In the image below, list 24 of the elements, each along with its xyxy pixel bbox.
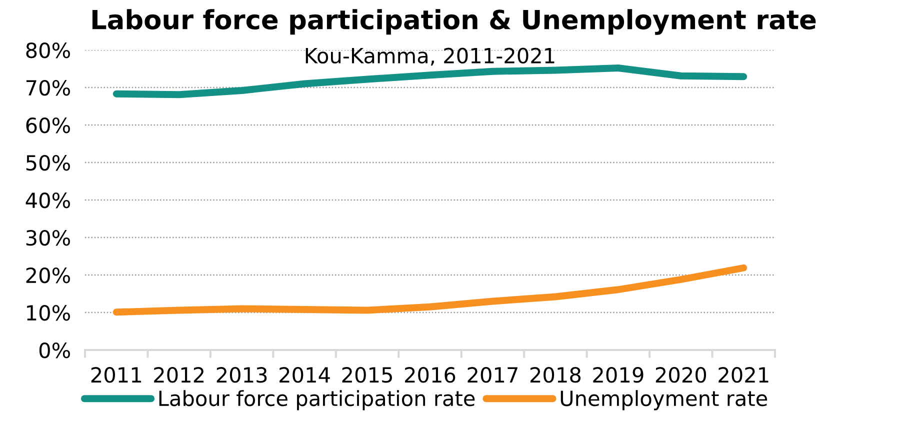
- x-tick-label: 2011: [91, 367, 141, 383]
- legend-label: Unemployment rate: [560, 390, 768, 410]
- chart-subtitle: Kou-Kamma, 2011-2021: [306, 48, 554, 66]
- x-tick-label: 2017: [468, 367, 518, 383]
- x-tick-label: 2019: [593, 367, 644, 383]
- x-tick-label: 2013: [216, 367, 267, 383]
- x-tick-label: 2021: [718, 367, 768, 383]
- y-tick-label: 80%: [26, 42, 70, 58]
- x-tick-label: 2015: [342, 367, 392, 383]
- y-tick-label: 30%: [26, 230, 70, 246]
- chart-title: Labour force participation & Unemployment rate: [92, 9, 816, 35]
- x-tick-label: 2014: [280, 367, 330, 383]
- y-tick-label: 60%: [26, 117, 70, 134]
- y-tick-label: 10%: [27, 304, 70, 321]
- legend-label: Labour force participation rate: [159, 390, 475, 410]
- x-tick-label: 2020: [656, 367, 706, 383]
- y-tick-label: 0%: [39, 342, 70, 358]
- y-tick-label: 50%: [26, 154, 70, 171]
- y-tick-label: 40%: [26, 192, 70, 208]
- x-tick-label: 2018: [530, 367, 581, 383]
- y-tick-label: 20%: [26, 267, 70, 284]
- x-tick-label: 2016: [405, 367, 456, 383]
- x-tick-label: 2012: [154, 367, 204, 383]
- y-tick-label: 70%: [26, 80, 70, 96]
